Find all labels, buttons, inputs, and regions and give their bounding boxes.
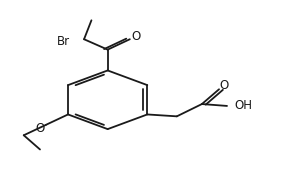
Text: OH: OH [234,99,252,113]
Text: Br: Br [57,35,70,48]
Text: O: O [220,79,229,92]
Text: O: O [35,122,45,135]
Text: O: O [132,31,141,43]
